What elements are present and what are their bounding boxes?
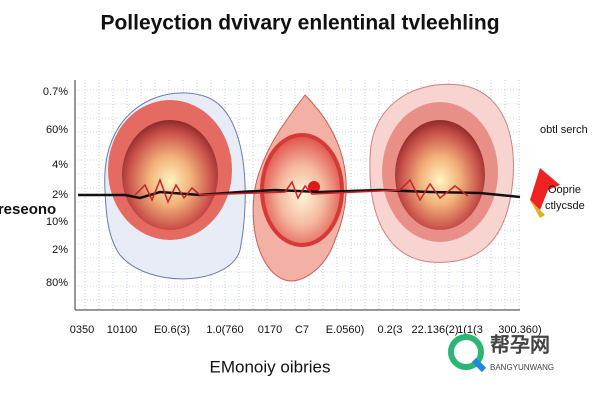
signal-line (78, 188, 521, 200)
pencil-icon (530, 200, 545, 218)
watermark-subtitle: BANGYUNWANG (490, 363, 554, 372)
y-tick-label: 10% (46, 216, 68, 228)
y-tick-label: 80% (46, 277, 68, 289)
watermark-name: 帮孕网 (490, 332, 550, 356)
x-tick-label: 0170 (258, 324, 282, 336)
x-tick-label: 1.0(760 (206, 324, 243, 336)
y-tick-label: 2% (52, 244, 68, 256)
y-tick-label: 60% (46, 124, 68, 136)
x-tick-label: C7 (295, 324, 309, 336)
x-tick-label: 1(1(3 (457, 324, 483, 336)
annotation: ctlycsde (545, 200, 585, 212)
title: Polleyction dvivary enlentinal tvleehlin… (100, 12, 499, 35)
arrow-icon (530, 168, 560, 210)
blob-right (369, 83, 514, 263)
x-axis-label: EMonoiy oibries (210, 357, 331, 376)
x-tick-label: 10100 (107, 324, 138, 336)
x-tick-label: 300.360) (498, 324, 541, 336)
annotation: obtl serch (540, 124, 588, 136)
x-tick-label: 0.2(3 (377, 324, 402, 336)
y-tick-label: 4% (52, 159, 68, 171)
x-tick-label: 22.136(2) (411, 324, 458, 336)
annotation: Ooprie (548, 184, 581, 196)
x-tick-label: 0350 (70, 324, 94, 336)
y-tick-label: 0.7% (43, 86, 68, 98)
y-tick-label: 2% (52, 189, 68, 201)
x-tick-label: E.0560) (326, 324, 365, 336)
y-axis-label: Preseono (0, 201, 56, 218)
signal-wave (134, 177, 469, 204)
x-tick-label: E0.6(3) (154, 324, 190, 336)
watermark: 帮孕网 BANGYUNWANG (448, 332, 554, 373)
